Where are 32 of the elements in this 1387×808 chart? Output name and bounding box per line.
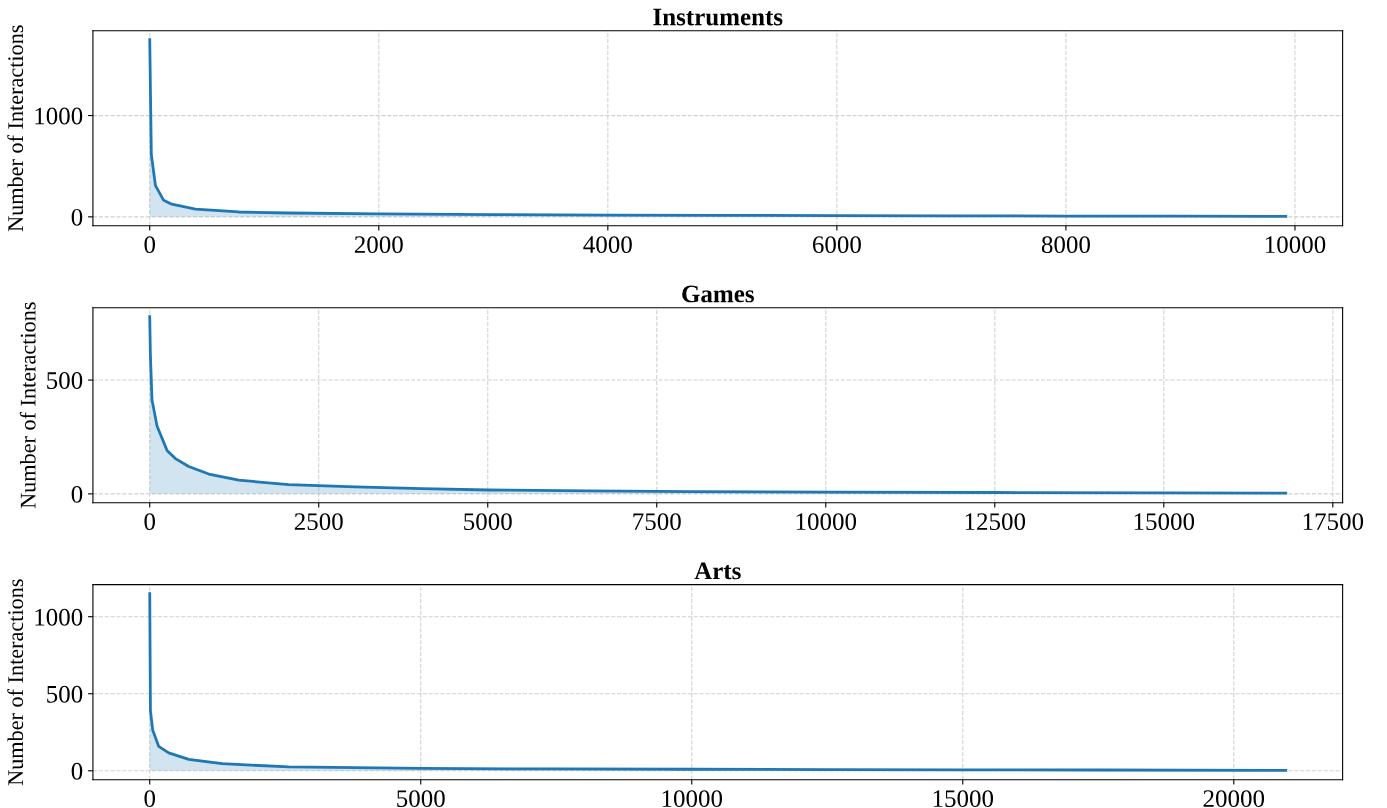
y-tick-label: 500 [47,372,83,389]
x-tick-label: 2000 [354,236,403,254]
x-tick-label: 0 [144,236,156,254]
x-tick-label: 20000 [1203,790,1265,808]
y-axis-title: Number of Interactions [7,25,24,232]
y-tick-label: 1000 [35,107,83,125]
y-tick-label: 0 [71,485,83,503]
chart-title: Instruments [653,8,783,26]
y-tick-label: 500 [47,685,83,703]
chart-title: Games [682,285,754,303]
x-tick-label: 7500 [633,513,681,531]
x-tick-label: 10000 [1265,236,1326,254]
x-tick-label: 6000 [812,236,861,254]
x-tick-label: 10000 [662,790,723,808]
x-tick-label: 2500 [294,513,343,531]
x-tick-label: 12500 [965,513,1026,531]
x-tick-label: 17500 [1303,513,1364,531]
x-tick-label: 8000 [1041,236,1090,254]
x-tick-label: 15000 [1134,513,1195,531]
x-tick-label: 0 [144,790,156,808]
y-tick-label: 0 [71,208,83,226]
chart-title: Arts [694,562,741,580]
y-tick-label: 1000 [35,608,83,626]
x-tick-label: 10000 [796,513,857,531]
y-axis-title: Number of Interactions [7,579,24,786]
x-tick-label: 5000 [464,513,512,531]
x-tick-label: 15000 [933,790,994,808]
y-axis-title: Number of Interactions [19,302,36,509]
x-tick-label: 0 [144,513,156,531]
x-tick-label: 5000 [397,790,445,808]
x-tick-label: 4000 [583,236,632,254]
y-tick-label: 0 [71,762,83,780]
